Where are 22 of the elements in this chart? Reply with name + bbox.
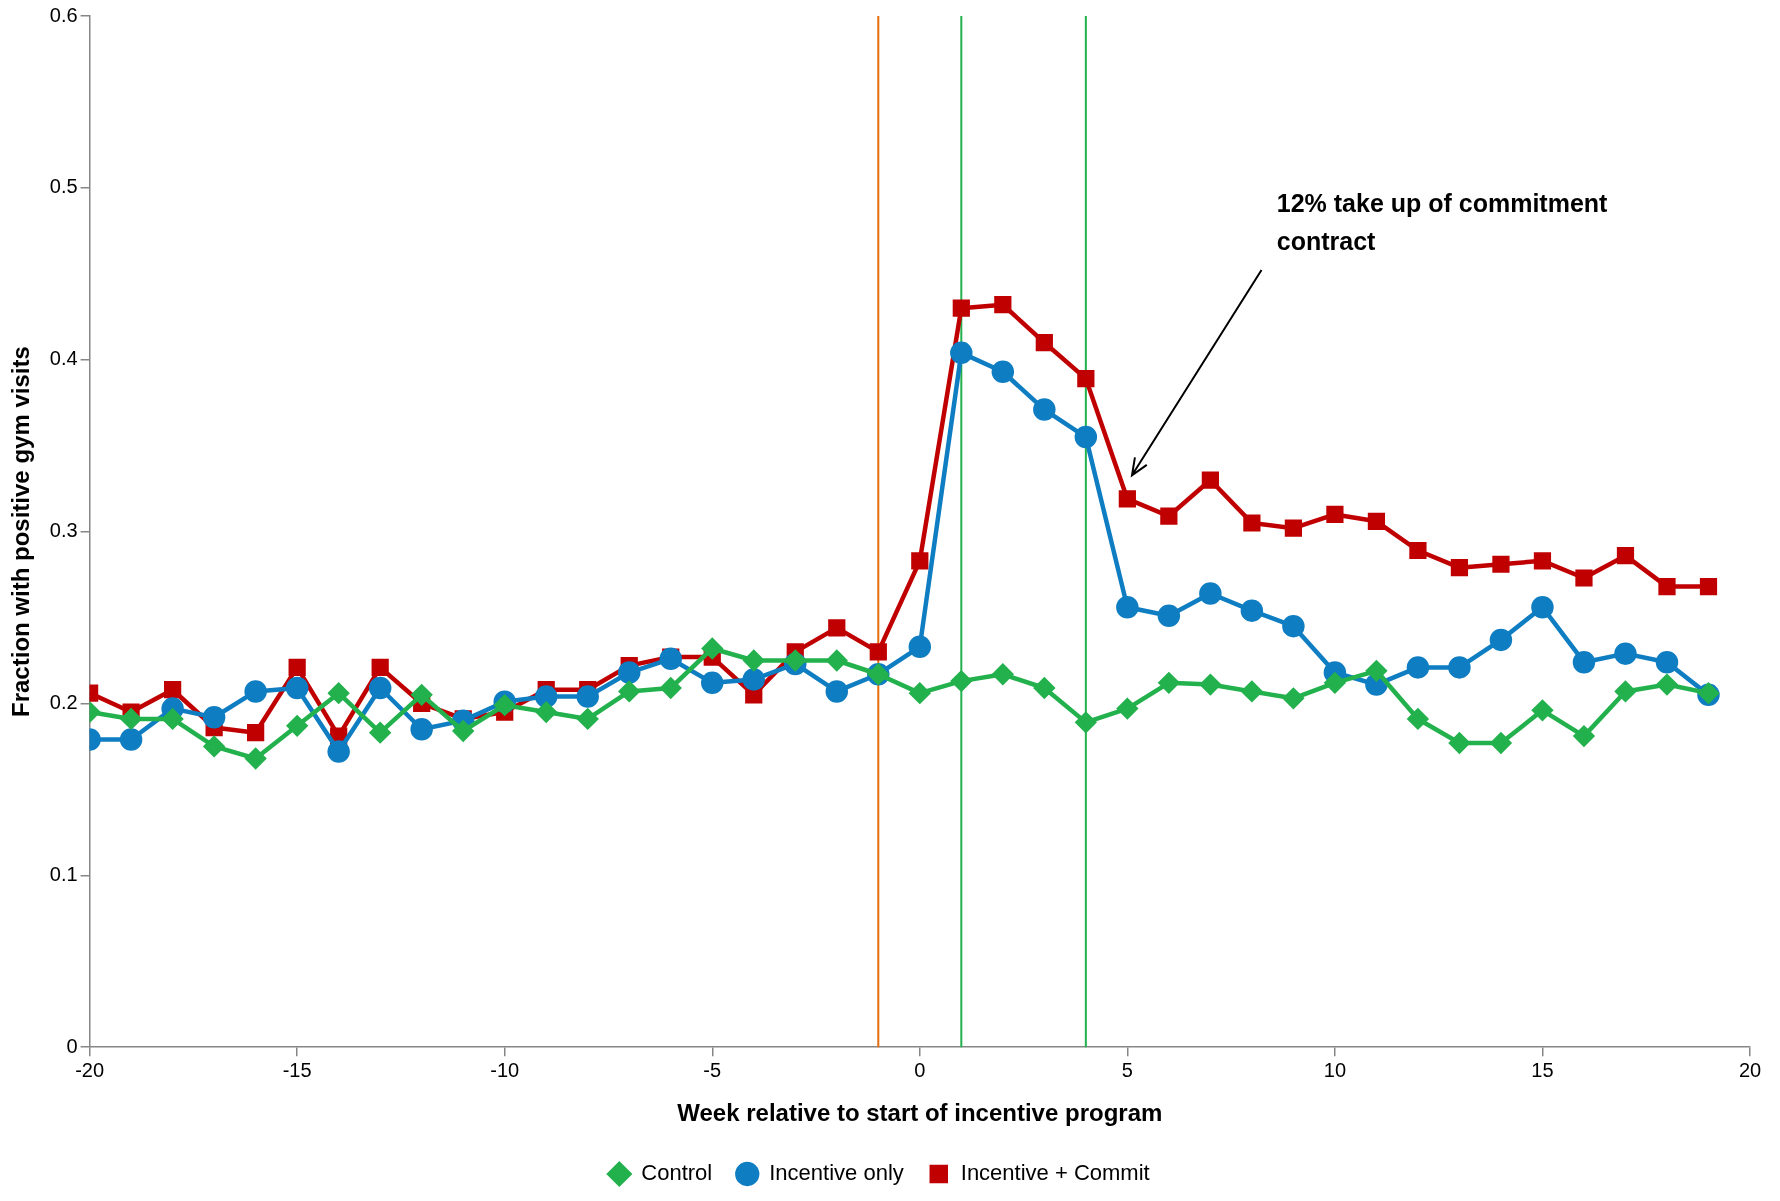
x-tick-label: 20 (1738, 1058, 1762, 1081)
x-axis-title: Week relative to start of incentive program (677, 1099, 1163, 1127)
y-tick-label: 0.5 (49, 175, 78, 198)
x-tick-label: -20 (75, 1058, 105, 1081)
y-tick-label: 0.3 (49, 519, 78, 542)
x-tick-label: 5 (1121, 1058, 1133, 1081)
legend-label: Control (641, 1160, 713, 1186)
x-tick-label: 15 (1531, 1058, 1554, 1081)
x-tick-label: -5 (703, 1058, 722, 1081)
y-tick-label: 0.6 (49, 3, 78, 26)
x-tick-label: 10 (1323, 1058, 1347, 1081)
y-tick-label: 0.2 (49, 690, 78, 713)
legend-label: Incentive + Commit (960, 1160, 1150, 1186)
legend-label: Incentive only (769, 1160, 904, 1186)
x-tick-label: -15 (282, 1058, 312, 1081)
y-tick-label: 0.1 (49, 862, 78, 885)
y-axis-title: Fraction with positive gym visits (7, 346, 35, 717)
annotation: 12% take up of commitment contract (1276, 188, 1609, 255)
x-tick-label: 0 (914, 1058, 926, 1081)
y-tick-label: 0 (66, 1034, 78, 1057)
x-tick-label: -10 (490, 1058, 520, 1081)
y-tick-label: 0.4 (49, 347, 78, 370)
